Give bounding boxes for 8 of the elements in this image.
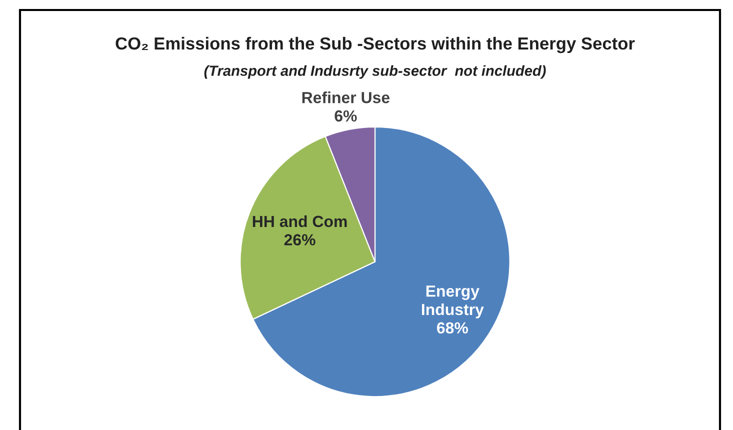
chart-title: CO₂ Emissions from the Sub -Sectors within the Energy Sector [116,36,635,54]
data-label: 68% [437,322,468,334]
slice-label: Refiner Use [302,92,390,104]
slice-label: HH and Com [252,215,347,228]
data-label: 26% [284,234,316,246]
slice-label: Energy Industry [422,286,484,318]
data-label: 6% [334,110,357,122]
chart-subtitle: (Transport and Indusrty sub-sector not included) [204,65,546,79]
